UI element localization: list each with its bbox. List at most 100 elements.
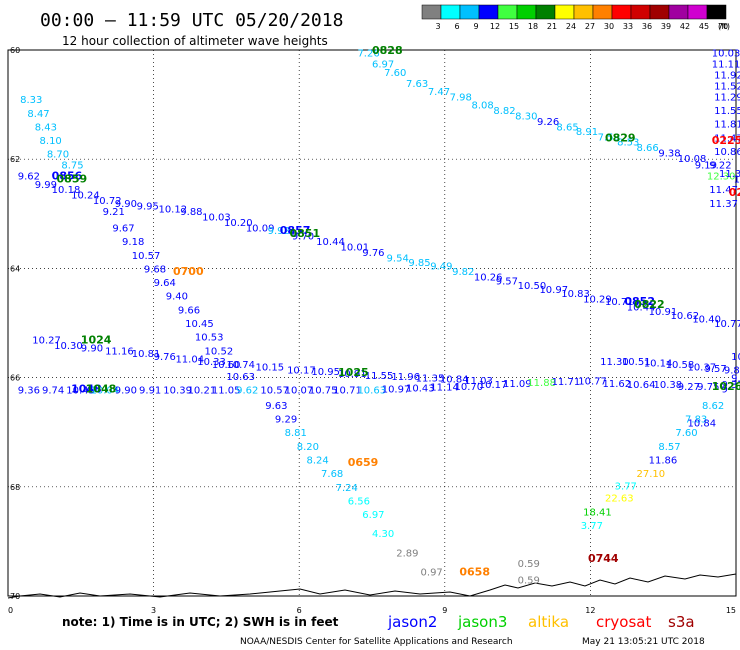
wave-height-label: 9.89 [724,365,740,376]
wave-height-label: 7.47 [428,87,450,98]
wave-height-label: 9.75 [697,382,719,393]
wave-height-label: 11.96 [391,372,420,383]
wave-height-label: 11.52 [714,81,740,92]
wave-height-label: 0.59 [518,559,540,570]
wave-height-label: 9.99 [35,180,57,191]
wave-height-label: 18.41 [583,507,612,518]
scale-label: 9 [473,22,478,31]
wave-height-label: 10.01 [340,243,369,254]
wave-height-label: 10.50 [518,281,547,292]
wave-height-label: 7.63 [406,79,428,90]
wave-height-label: 7.26 [357,49,379,60]
wave-height-label: 9.27 [678,382,700,393]
y-tick-label: 60 [10,46,20,55]
wave-height-label: 10.03 [712,49,740,60]
wave-height-label: 8.10 [40,136,62,147]
wave-height-label: 10.17 [287,365,316,376]
scale-swatch [706,4,727,20]
wave-height-label: 9.90 [115,386,137,397]
x-tick-label: 3 [151,606,156,615]
time-stamp-label: 0822 [634,298,665,311]
scale-label: 21 [547,22,557,31]
scale-swatch [592,4,613,20]
wave-height-label: 11.30 [600,357,629,368]
y-tick-label: 66 [10,374,20,383]
wave-height-label: 10.53 [195,333,224,344]
wave-height-label: 8.57 [658,442,680,453]
scale-swatch [478,4,499,20]
wave-height-label: 11.37 [709,199,738,210]
wave-height-label: 10.75 [309,386,338,397]
wave-height-label: 9.40 [166,292,188,303]
wave-height-label: 9.90 [115,199,137,210]
wave-height-label: 11.62 [603,379,632,390]
wave-height-label: 9.95 [137,202,159,213]
wave-height-label: 8.65 [556,122,578,133]
wave-height-label: 3.77 [581,521,603,532]
wave-height-label: 8.20 [297,442,319,453]
wave-height-label: 9.91 [139,386,161,397]
wave-height-label: 8.47 [27,109,49,120]
wave-height-label: 10.27 [32,335,61,346]
scale-label: 39 [661,22,671,31]
wave-height-label: 10.91 [338,369,367,380]
wave-height-label: 10.97 [539,285,568,296]
wave-height-label: 9.68 [144,264,166,275]
wave-height-label: 4.30 [372,529,394,540]
wave-height-label: 8.70 [47,150,69,161]
wave-height-label: 10.57 [132,251,161,262]
footer-generated: May 21 13:05:21 UTC 2018 [582,637,705,647]
wave-height-label: 11.16 [105,346,134,357]
time-stamp-label: 1026 [712,380,740,393]
wave-height-label: 10.84 [440,375,469,386]
wave-height-label: 8.91 [576,127,598,138]
wave-height-label: 8.30 [515,112,537,123]
map-frame [7,49,737,597]
wave-height-label: 11.09 [503,379,532,390]
wave-height-label: 10.14 [644,358,673,369]
scale-swatch [554,4,575,20]
wave-height-label: 10.33 [197,357,226,368]
wave-height-label: 10.09 [246,223,275,234]
wave-height-label: 10.91 [649,307,678,318]
wave-height-label: 7.60 [675,428,697,439]
wave-height-label: 8.53 [617,138,639,149]
time-stamp-label: 0852 [624,295,655,308]
wave-height-label: 12.30 [707,172,736,183]
y-tick-label: 62 [10,155,20,164]
wave-height-label: 9 [721,385,727,396]
wave-height-label: 10.38 [653,380,682,391]
legend-item: jason3 [457,613,507,631]
time-stamp-label: 1024 [81,333,112,346]
y-tick-label: 68 [10,483,20,492]
scale-label: 24 [566,22,576,31]
scale-label: 36 [642,22,652,31]
x-tick-label: 15 [726,606,736,615]
time-stamp-label: 0856 [52,170,83,183]
legend-item: s3a [668,613,695,631]
wave-height-label: 9.37 [731,374,740,385]
legend-item: cryosat [596,613,651,631]
wave-height-label: 10.58 [666,360,695,371]
wave-height-label: 11.05 [212,386,241,397]
wave-height-label: 10.24 [71,191,100,202]
wave-height-label: 10.03 [202,213,231,224]
wave-height-label: 11.29 [714,92,740,103]
scale-swatch [535,4,556,20]
x-tick-label: 12 [585,606,595,615]
wave-height-label: 10.40 [692,315,721,326]
wave-height-label: 9.74 [42,386,64,397]
y-tick-label: 70 [10,592,20,601]
wave-height-label: 9.62 [18,172,40,183]
time-stamp-label: 0857 [280,224,311,237]
wave-height-label: 10.39 [163,386,192,397]
wave-height-label: 9.88 [180,207,202,218]
wave-height-label: 10.04 [91,386,120,397]
time-stamp-label: 0744 [588,552,619,565]
wave-height-label: 9.38 [658,149,680,160]
wave-height-label: 11.55 [365,371,394,382]
wave-height-label: 6.97 [362,510,384,521]
wave-height-label: 9.21 [103,207,125,218]
